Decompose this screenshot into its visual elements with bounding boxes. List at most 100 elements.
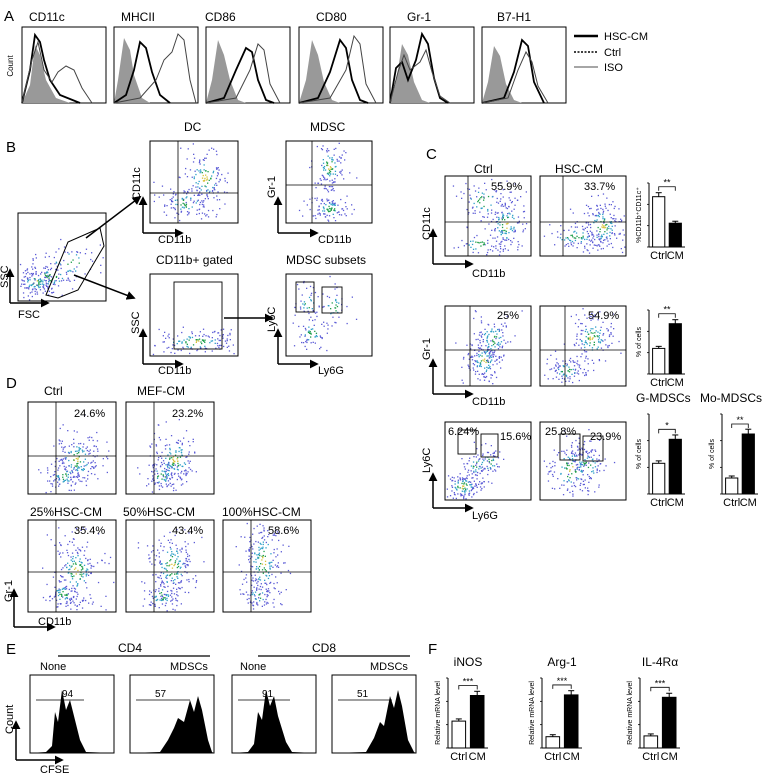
density-dot — [480, 489, 482, 491]
density-dot — [49, 596, 51, 598]
density-dot — [608, 344, 610, 347]
density-dot — [462, 488, 464, 490]
density-dot — [213, 188, 215, 190]
density-dot — [203, 206, 205, 208]
density-dot — [95, 445, 97, 448]
density-dot — [463, 490, 465, 493]
density-dot — [253, 543, 255, 545]
density-dot — [475, 483, 477, 485]
density-dot — [151, 480, 153, 482]
density-dot — [47, 269, 49, 271]
density-dot — [171, 199, 173, 202]
density-dot — [267, 530, 269, 532]
density-dot — [70, 559, 72, 561]
density-dot — [567, 237, 569, 239]
density-dot — [45, 280, 47, 282]
density-dot — [75, 581, 77, 583]
density-dot — [166, 475, 168, 478]
density-dot — [326, 162, 329, 164]
density-dot — [623, 234, 625, 236]
density-dot — [554, 488, 556, 490]
density-dot — [602, 247, 604, 250]
density-dot — [472, 240, 474, 242]
density-dot — [483, 379, 486, 381]
density-dot — [590, 240, 592, 242]
density-dot — [316, 315, 318, 318]
bar-chart-1: Ctrl CM**% of cells — [636, 305, 685, 389]
density-dot — [316, 311, 318, 313]
density-dot — [88, 602, 90, 604]
density-dot — [278, 539, 280, 542]
density-dot — [606, 232, 608, 235]
density-dot — [154, 596, 156, 598]
density-dot — [181, 198, 183, 200]
density-dot — [302, 342, 305, 344]
density-dot — [23, 296, 25, 299]
density-dot — [524, 228, 526, 230]
density-dot — [101, 559, 103, 562]
density-dot — [204, 213, 206, 215]
density-dot — [185, 430, 188, 432]
density-dot — [154, 194, 156, 196]
density-dot — [83, 468, 85, 470]
density-dot — [322, 293, 324, 295]
density-dot — [259, 542, 261, 544]
density-dot — [88, 439, 90, 441]
density-dot — [174, 352, 176, 354]
density-dot — [150, 591, 152, 594]
density-dot — [468, 493, 470, 495]
density-dot — [507, 213, 509, 215]
density-dot — [216, 195, 218, 197]
density-dot — [62, 567, 64, 569]
density-dot — [87, 563, 89, 565]
density-dot — [173, 468, 176, 470]
mdsc-scatter-density — [298, 142, 358, 222]
density-dot — [42, 567, 44, 569]
density-dot — [336, 212, 338, 214]
density-dot — [489, 368, 492, 370]
cm-curve-cd86 — [205, 46, 275, 104]
density-dot — [501, 359, 503, 361]
density-dot — [330, 203, 332, 206]
density-dot — [590, 478, 592, 480]
density-dot — [222, 334, 224, 336]
dc-scatter-density — [153, 143, 229, 222]
density-dot — [161, 594, 163, 596]
density-dot — [587, 212, 589, 214]
density-dot — [221, 173, 223, 176]
density-dot — [256, 525, 258, 527]
density-dot — [169, 464, 171, 467]
density-dot — [476, 463, 478, 465]
density-dot — [181, 342, 183, 344]
density-dot — [514, 183, 516, 185]
density-dot — [470, 348, 472, 350]
density-dot — [155, 589, 157, 591]
density-dot — [158, 607, 160, 609]
density-dot — [334, 178, 336, 180]
d-50-density — [137, 529, 205, 612]
density-dot — [71, 541, 73, 543]
density-dot — [63, 246, 66, 248]
density-dot — [220, 329, 222, 331]
density-dot — [72, 471, 74, 474]
density-dot — [258, 597, 260, 599]
density-dot — [331, 179, 333, 181]
density-dot — [502, 232, 504, 234]
density-dot — [300, 334, 302, 336]
bar-cm — [661, 696, 677, 749]
density-dot — [490, 454, 492, 456]
density-dot — [482, 458, 484, 460]
density-dot — [582, 232, 584, 234]
density-dot — [58, 479, 61, 481]
density-dot — [573, 365, 576, 367]
density-dot — [601, 236, 603, 238]
density-dot — [573, 375, 576, 377]
density-dot — [477, 241, 479, 244]
density-dot — [171, 556, 174, 558]
density-dot — [480, 322, 483, 324]
density-dot — [491, 196, 494, 198]
density-dot — [308, 331, 310, 334]
density-dot — [159, 561, 161, 563]
density-dot — [572, 361, 575, 363]
density-dot — [49, 595, 51, 597]
